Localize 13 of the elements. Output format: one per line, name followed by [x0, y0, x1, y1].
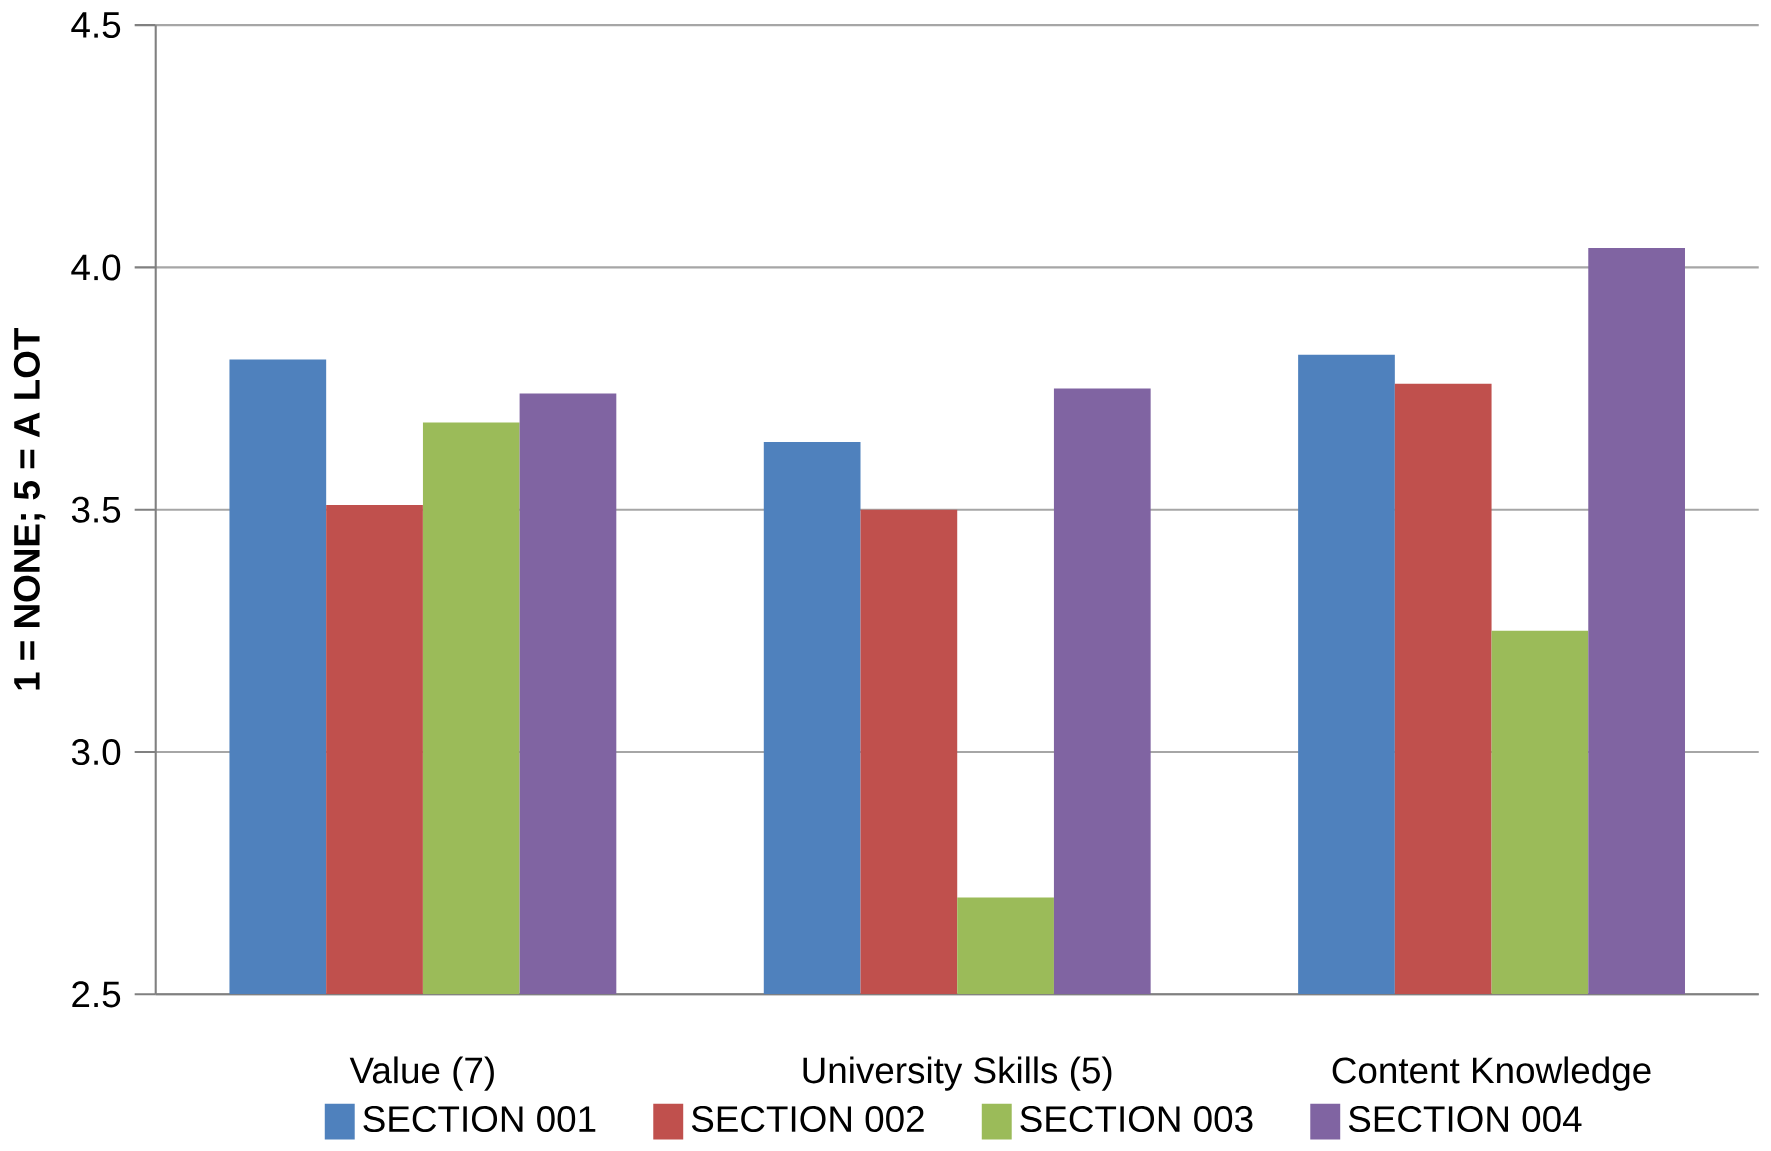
x-tick-label: Value (7)	[349, 1056, 494, 1091]
legend-label: SECTION 001	[363, 1105, 596, 1132]
y-tick-label: 4.5	[71, 12, 121, 38]
legend-label: SECTION 003	[1020, 1105, 1253, 1132]
y-tick-label: 2.5	[72, 981, 121, 1008]
y-tick-label: 4.0	[71, 254, 121, 281]
y-tick-label: 3.0	[71, 738, 121, 765]
y-tick-label: 3.5	[71, 496, 121, 523]
y-axis-title: 1 = NONE; 5 = A LOT	[13, 327, 46, 690]
x-tick-label: University Skills (5)	[803, 1056, 1112, 1091]
legend-label: SECTION 002	[691, 1105, 924, 1132]
legend-label: SECTION 004	[1348, 1105, 1582, 1132]
x-tick-label: Content Knowledge	[1332, 1056, 1651, 1091]
